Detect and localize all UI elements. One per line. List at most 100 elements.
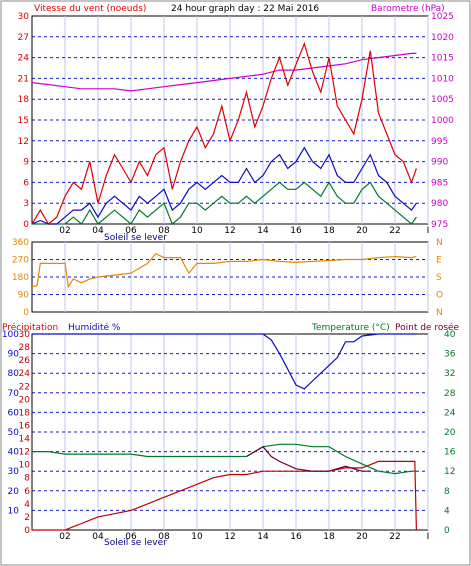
direction-line — [31, 252, 417, 289]
x-tick-label: 22 — [389, 532, 400, 542]
y-tick-label: 70 — [8, 389, 20, 399]
barometer-line — [31, 52, 417, 92]
x-tick-label: 18 — [323, 226, 335, 236]
humidity-axis-title: Humidité % — [68, 322, 121, 333]
y-tick-label: 30 — [18, 12, 30, 22]
x-tick-label: 08 — [158, 226, 170, 236]
x-tick-label: 18 — [323, 532, 335, 542]
direction-panel-series — [31, 252, 417, 289]
y-tick-label: N — [436, 238, 443, 248]
y-tick-label: 20 — [8, 487, 20, 497]
y-tick-label: 36 — [444, 350, 456, 360]
y-tick-label: 40 — [444, 330, 456, 340]
y-tick-label: 8 — [444, 487, 450, 497]
sunrise-label-top: Soleil se lever — [104, 233, 167, 243]
y-tick-label: 90 — [18, 291, 30, 301]
y-tick-label: 975 — [431, 220, 448, 230]
x-tick-label: 06 — [125, 226, 137, 236]
y-tick-label: 3 — [23, 199, 29, 209]
y-tick-label: 100 — [2, 330, 19, 340]
y-tick-label: 30 — [8, 467, 20, 477]
y-tick-label: 1010 — [431, 74, 454, 84]
y-tick-label: 18 — [18, 95, 30, 105]
y-tick-label: 4 — [24, 500, 30, 510]
y-tick-label: S — [436, 273, 442, 283]
y-tick-label: 4 — [444, 506, 450, 516]
y-tick-label: 995 — [431, 137, 448, 147]
x-tick-label: I — [427, 226, 430, 236]
y-tick-label: 270 — [12, 256, 29, 266]
y-tick-label: 50 — [8, 428, 20, 438]
y-tick-label: 980 — [431, 199, 448, 209]
y-tick-label: 30 — [19, 330, 31, 340]
y-tick-label: 60 — [8, 408, 20, 418]
x-tick-label: 14 — [257, 532, 269, 542]
y-tick-label: 1000 — [431, 116, 454, 126]
y-tick-label: 8 — [24, 474, 30, 484]
x-tick-label: 08 — [158, 532, 170, 542]
y-tick-label: 16 — [19, 421, 31, 431]
y-tick-label: 6 — [24, 487, 30, 497]
temp-panel-series — [32, 333, 417, 531]
y-tick-label: 12 — [444, 467, 455, 477]
temperature-line — [32, 443, 417, 475]
y-tick-label: 0 — [24, 526, 30, 536]
x-tick-label: 02 — [59, 226, 70, 236]
y-tick-label: 180 — [12, 273, 29, 283]
wind-gust-line — [31, 41, 417, 225]
dewpoint-axis-title: Point de rosée — [395, 322, 460, 333]
baro-axis-title: Barometre (hPa) — [371, 4, 445, 14]
y-tick-label: E — [436, 256, 442, 266]
wind-avg-line — [31, 146, 417, 225]
y-tick-label: 80 — [8, 369, 20, 379]
y-tick-label: 24 — [444, 408, 456, 418]
x-tick-label: 06 — [125, 532, 137, 542]
x-tick-label: 02 — [59, 532, 70, 542]
y-tick-label: 1015 — [431, 54, 454, 64]
y-tick-label: 985 — [431, 178, 448, 188]
x-tick-label: 12 — [224, 532, 235, 542]
dewpoint-line — [246, 445, 371, 472]
y-tick-label: 16 — [444, 448, 456, 458]
y-tick-label: 10 — [8, 506, 20, 516]
temp-panel-ticks: 1020304050607080901000246810121416182022… — [2, 330, 456, 542]
graph-title: 24 hour graph day : 22 Mai 2016 — [171, 4, 319, 14]
x-tick-label: I — [427, 532, 430, 542]
y-tick-label: 28 — [19, 343, 31, 353]
x-tick-label: 10 — [191, 226, 203, 236]
precip-axis-title: Précipitation — [2, 322, 58, 333]
x-tick-label: 16 — [290, 532, 302, 542]
y-tick-label: 1005 — [431, 95, 454, 105]
y-tick-label: 0 — [23, 308, 29, 318]
y-tick-label: 18 — [19, 408, 31, 418]
y-tick-label: 1020 — [431, 33, 454, 43]
y-tick-label: 21 — [18, 74, 29, 84]
y-tick-label: 22 — [19, 382, 30, 392]
y-tick-label: 26 — [19, 356, 31, 366]
wind-min-line — [32, 181, 417, 225]
x-tick-label: 20 — [356, 532, 368, 542]
y-tick-label: O — [436, 291, 443, 301]
y-tick-label: 6 — [23, 178, 29, 188]
y-tick-label: 2 — [24, 513, 30, 523]
sunrise-label-bottom: Soleil se lever — [104, 538, 167, 548]
y-tick-label: N — [436, 308, 443, 318]
y-tick-label: 14 — [19, 435, 31, 445]
x-tick-label: 14 — [257, 226, 269, 236]
wind-panel-ticks: 0369121518212427309759809859909951000100… — [18, 12, 455, 236]
y-tick-label: 990 — [431, 158, 448, 168]
y-tick-label: 0 — [23, 220, 29, 230]
wind-panel-series — [31, 41, 417, 225]
y-tick-label: 10 — [19, 461, 31, 471]
temp-panel-grid — [32, 334, 429, 530]
y-tick-label: 24 — [19, 369, 31, 379]
y-tick-label: 40 — [8, 448, 20, 458]
y-tick-label: 1025 — [431, 12, 454, 22]
y-tick-label: 90 — [8, 350, 20, 360]
y-tick-label: 0 — [444, 526, 450, 536]
y-tick-label: 27 — [18, 33, 29, 43]
x-tick-label: 12 — [224, 226, 235, 236]
